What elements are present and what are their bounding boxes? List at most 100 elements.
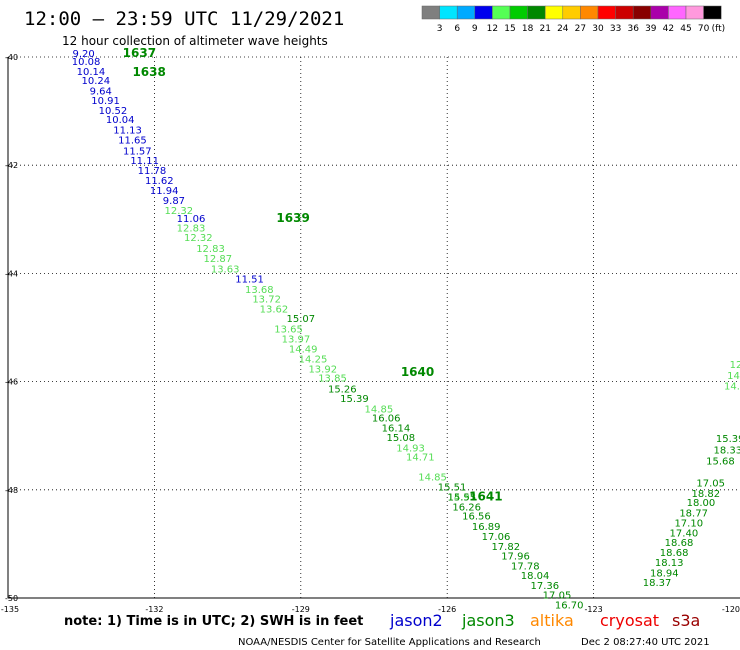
scale-tick-label: 70: [698, 24, 710, 34]
swh-value-label: 14.85: [418, 473, 447, 484]
swh-value-label: 12.83: [196, 244, 225, 255]
swh-value-label: 18.13: [655, 558, 684, 569]
swh-value-label: 11.51: [235, 275, 264, 286]
scale-swatch: [562, 5, 581, 20]
header: 12:00 – 23:59 UTC 11/29/2021 12 hour col…: [24, 8, 344, 48]
scale-swatch: [703, 5, 722, 20]
track-number-label: 1640: [401, 365, 434, 379]
swh-value-label: 16.14: [382, 423, 411, 434]
swh-value-label: 11.78: [138, 166, 167, 177]
y-tick-label: -44: [5, 269, 18, 278]
swh-value-label: 18.37: [643, 578, 672, 589]
x-tick-label: -135: [1, 605, 19, 614]
swh-value-label: 13.92: [308, 364, 337, 375]
scale-tick-label: 27: [575, 24, 586, 34]
y-tick-label: -42: [5, 161, 18, 170]
scale-swatch: [509, 5, 528, 20]
swh-value-label: 17.06: [482, 532, 511, 543]
scale-swatch: [685, 5, 704, 20]
swh-value-label: 16.26: [452, 502, 481, 513]
track-labels: 1637 1638 1639 1640 1641: [123, 46, 503, 504]
swh-value-label: 15.26: [328, 384, 357, 395]
swh-value-label: 11.62: [145, 176, 174, 187]
satellite-name-jason2: jason2: [389, 611, 443, 630]
swh-value-label: 9.20: [73, 49, 95, 60]
swh-value-label: 18.82: [692, 489, 721, 500]
scale-unit-label: (ft): [712, 24, 726, 34]
satellite-name-cryosat: cryosat: [600, 611, 659, 630]
swh-value-label: 18.68: [665, 538, 694, 549]
swh-value-label: 14.93: [396, 443, 425, 454]
swh-value-label: 13.85: [318, 374, 347, 385]
swh-value-label: 15.55: [448, 493, 477, 504]
swh-value-label: 17.05: [696, 479, 725, 490]
swh-value-label: 9.87: [163, 196, 185, 207]
swh-value-label: 10.08: [72, 57, 101, 68]
swh-value-label: 16.89: [472, 522, 501, 533]
swh-value-label: 10.52: [99, 106, 128, 117]
satellite-name-altika: altika: [530, 611, 574, 630]
swh-value-label: 13.65: [274, 324, 303, 335]
swh-value-label: 11.13: [113, 125, 142, 136]
track-number-label: 1641: [469, 490, 502, 504]
scale-tick-label: 12: [487, 24, 498, 34]
swh-value-label: 11.11: [130, 156, 159, 167]
x-tick-label: -126: [438, 605, 456, 614]
swh-value-label: 15.68: [706, 456, 735, 467]
swh-value-label: 14.85: [365, 404, 394, 415]
swh-value-label: 10.24: [82, 76, 111, 87]
swh-value-label: 11.94: [150, 186, 179, 197]
satellite-legend: jason2 jason3 altika cryosat s3a: [389, 611, 700, 630]
footer-timestamp: Dec 2 08:27:40 UTC 2021: [581, 637, 710, 648]
swh-value-label: 13.68: [245, 285, 274, 296]
swh-value-label: 11.57: [123, 146, 152, 157]
swh-value-label: 12.: [730, 360, 740, 371]
swh-value-label: 18.94: [650, 568, 679, 579]
swh-value-label: 12.87: [204, 254, 233, 265]
swh-value-label: 17.10: [674, 519, 703, 530]
swh-value-label: 12.83: [177, 224, 206, 235]
color-scale-legend: 3 6 9 12 15 18 21 24 27 30 33 36 39 42 45 70 (ft): [421, 5, 726, 34]
scale-swatch: [544, 5, 564, 20]
chart-subtitle: 12 hour collection of altimeter wave hei…: [62, 34, 328, 48]
swh-value-label: 16.56: [462, 512, 491, 523]
swh-value-label: 13.63: [211, 264, 240, 275]
scale-tick-label: 42: [663, 24, 674, 34]
y-tick-label: -50: [5, 594, 18, 603]
scale-tick-label: 6: [454, 24, 460, 34]
swh-value-label: 10.04: [106, 115, 135, 126]
swh-value-label: 14.0: [724, 382, 740, 393]
swh-value-label: 15.08: [387, 433, 416, 444]
swh-value-label: 11.65: [118, 136, 147, 147]
swh-value-label: 17.96: [501, 552, 530, 563]
track-number-label: 1637: [123, 46, 156, 60]
swh-value-label: 11.06: [177, 214, 206, 225]
swh-value-label: 18.00: [687, 498, 716, 509]
swh-value-label: 13.97: [282, 335, 311, 346]
scale-swatch: [439, 5, 458, 20]
scale-swatch: [456, 5, 476, 20]
swh-value-label: 18.04: [521, 571, 550, 582]
scale-swatch: [474, 5, 493, 20]
swh-value-label: 16.70: [555, 600, 584, 611]
swh-value-label: 15.39: [340, 394, 369, 405]
scale-tick-label: 39: [645, 24, 657, 34]
scale-tick-label: 3: [437, 24, 443, 34]
y-tick-label: -46: [5, 378, 18, 387]
tick-labels: -40 -42 -44 -46 -48 -50 -135 -132 -129 -126 -123 -1…: [1, 53, 740, 614]
swh-value-label: 17.36: [530, 581, 559, 592]
swh-value-label: 18.77: [679, 508, 708, 519]
scale-tick-label: 36: [627, 24, 639, 34]
footer: note: 1) Time is in UTC; 2) SWH is in fe…: [64, 611, 710, 648]
scale-tick-label: 18: [522, 24, 534, 34]
scale-swatch: [492, 5, 511, 20]
footer-note: note: 1) Time is in UTC; 2) SWH is in fe…: [64, 614, 363, 629]
swh-value-label: 17.40: [670, 528, 699, 539]
scale-tick-label: 33: [610, 24, 621, 34]
swh-value-label: 18.33: [713, 446, 740, 457]
scale-swatch: [650, 5, 669, 20]
swh-value-label: 10.91: [91, 96, 120, 107]
y-tick-label: -48: [5, 486, 18, 495]
x-tick-label: -129: [292, 605, 310, 614]
